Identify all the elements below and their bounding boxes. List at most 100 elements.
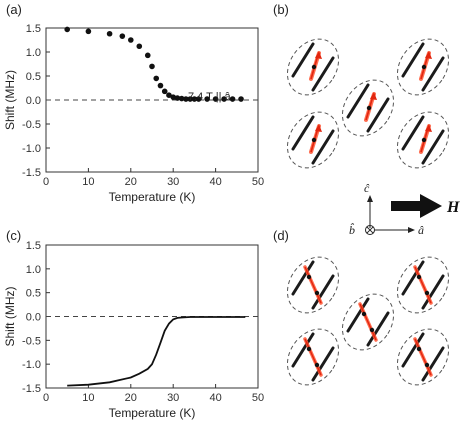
- y-tick-label: 1.5: [26, 240, 41, 252]
- y-axis-title: Shift (MHz): [3, 70, 17, 130]
- data-line: [67, 316, 246, 387]
- y-tick-label: -1.5: [22, 383, 41, 395]
- panel-label-b: (b): [273, 2, 289, 17]
- cell-outline: [286, 328, 340, 386]
- x-tick-label: 0: [43, 392, 49, 404]
- b-axis-into-page-icon: [365, 225, 375, 235]
- field-annotation-a: 7.4 T || â: [188, 91, 231, 103]
- data-point: [136, 43, 143, 50]
- cell-outline: [341, 79, 395, 137]
- data-point: [174, 95, 181, 101]
- cell-outline: [286, 256, 340, 314]
- bond-left: [346, 297, 370, 333]
- spin-arrowhead: [370, 92, 377, 100]
- x-tick-label: 50: [252, 176, 264, 188]
- spin-arrowhead: [425, 51, 432, 59]
- field-arrow-shaft: [391, 201, 422, 211]
- y-tick-label: 1.5: [26, 23, 41, 35]
- data-point: [157, 82, 164, 89]
- x-tick-label: 40: [209, 392, 221, 404]
- data-point: [170, 94, 176, 100]
- unit-cell: [341, 293, 395, 351]
- panel-label-d: (d): [273, 228, 289, 243]
- y-tick-label: 1.0: [26, 47, 41, 59]
- bond-left: [291, 260, 315, 296]
- bond-right: [421, 346, 445, 382]
- y-tick-label: -1.0: [22, 359, 41, 371]
- site-atom: [424, 290, 430, 296]
- cell-outline: [396, 38, 450, 96]
- bond-left: [401, 332, 425, 368]
- x-tick-label: 30: [167, 392, 179, 404]
- a-axis-label: â: [418, 223, 424, 237]
- field-arrow-head: [420, 194, 442, 218]
- c-axis-arrowhead: [367, 195, 373, 202]
- bond-left: [291, 115, 315, 151]
- data-point: [85, 28, 92, 35]
- site-atom: [311, 64, 317, 70]
- unit-cell: [396, 38, 450, 96]
- panel-label-c: (c): [6, 228, 21, 243]
- bond-left: [401, 260, 425, 296]
- unit-cell: [396, 256, 450, 314]
- chart-c: 0 10 20 30 40 50 1.5 1.0 0.5 0.0 -0.5 -1.0 -1.5 Tempe…: [3, 240, 264, 420]
- x-tick-label: 40: [209, 176, 221, 188]
- site-atom: [306, 274, 312, 280]
- b-axis-label: b̂: [349, 223, 355, 237]
- data-point: [161, 88, 168, 95]
- bond-right: [421, 129, 445, 165]
- chart-a: 0 10 20 30 40 50 1.5 1.0 0.5 0.0 -0.5 -1.0 -1.5 Tempe…: [3, 23, 264, 204]
- y-tick-label: 1.0: [26, 264, 41, 276]
- unit-cell: [286, 328, 340, 386]
- bond-right: [311, 56, 335, 92]
- spin-line: [414, 266, 432, 304]
- bond-right: [311, 274, 335, 310]
- x-tick-label: 30: [167, 176, 179, 188]
- site-atom: [314, 290, 320, 296]
- coordinate-axes: ĉ â b̂: [349, 181, 424, 237]
- bond-right: [421, 56, 445, 92]
- unit-cell: [341, 79, 395, 137]
- data-point: [195, 96, 202, 102]
- bond-left: [291, 332, 315, 368]
- data-point: [106, 30, 113, 37]
- site-atom: [421, 137, 427, 143]
- site-atom: [306, 346, 312, 352]
- y-tick-label: 0.0: [26, 312, 41, 324]
- bond-right: [421, 274, 445, 310]
- data-point: [64, 26, 70, 33]
- bond-right: [311, 129, 335, 165]
- x-axis-title: Temperature (K): [109, 190, 196, 204]
- panel-label-a: (a): [6, 2, 22, 17]
- y-tick-label: -0.5: [22, 119, 41, 131]
- field-label: H: [446, 199, 460, 216]
- data-point: [149, 63, 155, 70]
- unit-cell: [286, 256, 340, 314]
- site-atom: [416, 346, 422, 352]
- unit-cell: [396, 111, 450, 169]
- y-tick-label: -0.5: [22, 335, 41, 347]
- data-point: [204, 96, 210, 102]
- site-atom: [369, 327, 375, 333]
- bond-left: [291, 42, 315, 78]
- bond-right: [366, 97, 390, 133]
- site-atom: [366, 105, 372, 111]
- unit-cell: [286, 111, 340, 169]
- bond-left: [346, 83, 370, 119]
- y-tick-label: -1.0: [22, 143, 41, 155]
- bond-left: [401, 42, 425, 78]
- site-atom: [311, 137, 317, 143]
- spin-line: [304, 266, 322, 304]
- data-point: [221, 96, 227, 102]
- site-atom: [361, 311, 367, 317]
- site-atom: [416, 274, 422, 280]
- unit-cell: [396, 328, 450, 386]
- y-tick-label: 0.5: [26, 288, 41, 300]
- x-axis-title: Temperature (K): [109, 406, 196, 420]
- x-tick-label: 10: [82, 392, 94, 404]
- y-tick-label: 0.5: [26, 71, 41, 83]
- unit-cell: [286, 38, 340, 96]
- field-arrow: H: [391, 194, 460, 218]
- y-tick-label: 0.0: [26, 95, 41, 107]
